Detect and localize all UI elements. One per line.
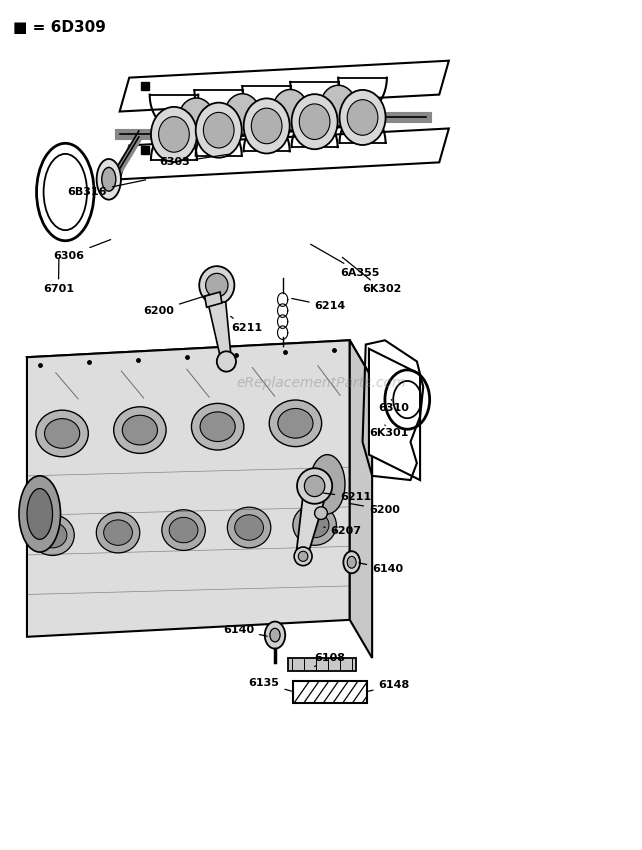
Ellipse shape [294,547,312,565]
Text: 6140: 6140 [223,625,267,636]
Text: 6K302: 6K302 [342,258,402,294]
Text: 6140: 6140 [359,563,403,574]
Ellipse shape [31,515,74,555]
Text: 6207: 6207 [324,526,361,536]
Text: ■ = 6D309: ■ = 6D309 [13,20,106,35]
Polygon shape [350,340,372,658]
Text: eReplacementParts.com: eReplacementParts.com [236,376,406,389]
Text: 6701: 6701 [43,258,74,294]
Text: 6306: 6306 [53,240,110,261]
Ellipse shape [200,412,235,441]
Polygon shape [369,348,420,480]
Ellipse shape [244,99,290,154]
Polygon shape [119,128,449,179]
Ellipse shape [315,507,327,519]
Polygon shape [205,292,222,307]
Polygon shape [297,495,326,550]
Ellipse shape [299,104,330,139]
Ellipse shape [251,108,282,144]
Ellipse shape [19,476,60,552]
Text: 6148: 6148 [369,680,410,691]
Ellipse shape [169,518,198,543]
Ellipse shape [123,416,157,445]
Ellipse shape [340,90,386,145]
Ellipse shape [196,103,242,158]
Ellipse shape [297,468,332,504]
Text: 6211: 6211 [230,316,263,332]
Text: 6A355: 6A355 [311,244,379,277]
Ellipse shape [293,505,336,546]
Text: 6200: 6200 [143,294,210,315]
Ellipse shape [304,475,325,496]
Ellipse shape [36,411,89,456]
Ellipse shape [205,274,228,297]
Text: 6200: 6200 [349,503,400,515]
Polygon shape [119,60,449,111]
Ellipse shape [310,455,345,514]
Ellipse shape [291,94,338,150]
Polygon shape [27,340,350,637]
Ellipse shape [204,112,234,148]
Ellipse shape [103,520,132,546]
Ellipse shape [178,98,214,139]
Polygon shape [293,681,367,703]
Ellipse shape [114,407,166,453]
Polygon shape [208,302,232,361]
Ellipse shape [347,99,378,135]
Circle shape [347,556,356,568]
Ellipse shape [44,419,80,448]
Ellipse shape [299,552,308,561]
Text: 6303: 6303 [159,155,229,167]
Ellipse shape [101,167,116,191]
Ellipse shape [227,507,271,548]
Text: 6214: 6214 [291,298,346,311]
Ellipse shape [217,351,236,371]
Text: 6310: 6310 [379,400,410,413]
Text: 6211: 6211 [324,492,371,502]
Ellipse shape [38,523,67,548]
Ellipse shape [191,404,244,450]
Ellipse shape [235,515,263,541]
Polygon shape [288,658,356,671]
Ellipse shape [300,513,329,538]
Ellipse shape [97,159,121,200]
Circle shape [343,552,360,573]
Ellipse shape [27,489,53,540]
Ellipse shape [96,513,140,553]
Ellipse shape [225,94,260,134]
Ellipse shape [162,510,205,551]
Ellipse shape [159,116,189,152]
Text: 6K301: 6K301 [369,425,408,439]
Text: 6108: 6108 [315,653,345,666]
Ellipse shape [269,400,322,446]
Circle shape [270,628,280,642]
Ellipse shape [278,409,313,438]
Ellipse shape [321,85,356,126]
Circle shape [265,621,285,649]
Text: 6135: 6135 [248,678,291,691]
Ellipse shape [151,107,197,162]
Ellipse shape [273,89,308,130]
Ellipse shape [199,266,234,304]
Polygon shape [27,340,372,395]
Text: 6B316: 6B316 [67,180,146,197]
